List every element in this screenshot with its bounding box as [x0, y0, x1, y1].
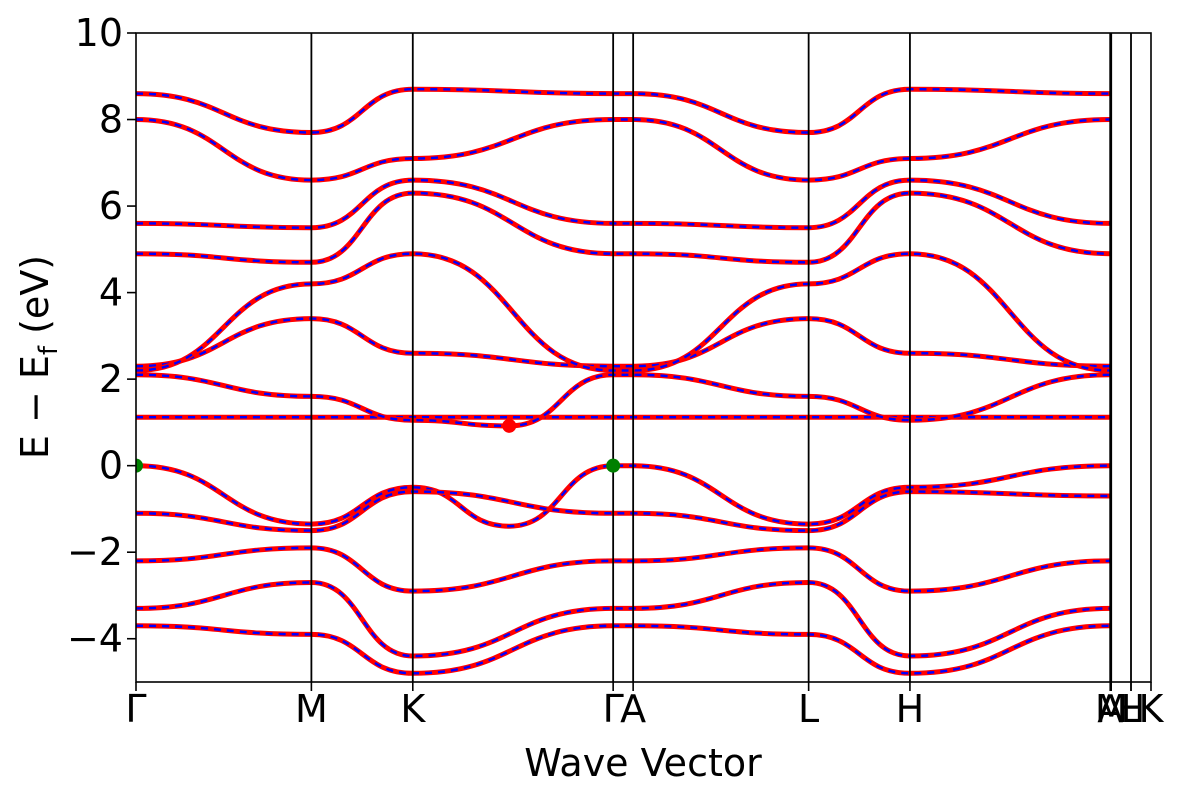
y-axis: −4 −2 0 2 4 6 8 10: [67, 11, 136, 661]
x-tick-label-10: H: [1117, 687, 1146, 731]
x-tick-label-9: L: [1120, 687, 1141, 731]
x-tick-label-2: K: [400, 687, 426, 731]
y-tick-label-2: 0: [99, 444, 123, 488]
band-line-dashed-10: [136, 546, 1111, 593]
y-tick-label-7: 10: [75, 11, 123, 55]
x-tick-label-8: M: [1095, 687, 1128, 731]
band-line-dashed-4: [136, 191, 1111, 264]
band-line-dashed-8: [136, 464, 1111, 528]
y-tick-label-6: 8: [99, 98, 123, 142]
band-line-dashed-3: [136, 252, 1111, 372]
svg-text:E − Ef (eV): E − Ef (eV): [13, 255, 64, 459]
cbm-marker-2: [502, 418, 517, 433]
x-tick-label-4: A: [620, 687, 646, 731]
vbm-marker-1: [606, 458, 621, 473]
x-tick-label-1: M: [295, 687, 328, 731]
band-line-dashed-6: [136, 118, 1111, 182]
y-tick-label-5: 6: [99, 184, 123, 228]
x-tick-label-3: Γ: [603, 687, 624, 731]
high-symmetry-lines: [310, 33, 1132, 682]
plot-frame: [135, 32, 1152, 683]
y-tick-label-4: 4: [99, 271, 123, 315]
y-axis-label-subscript: f: [34, 345, 64, 355]
x-axis-label: Wave Vector: [524, 741, 762, 785]
vbm-marker-0: [136, 458, 143, 473]
band-line-dashed-12: [136, 624, 1111, 675]
x-tick-label-6: H: [896, 687, 925, 731]
y-axis-label: E − Ef (eV): [13, 255, 64, 459]
x-tick-label-11: K: [1139, 687, 1165, 731]
x-tick-label-7: A: [1097, 687, 1123, 731]
special-points-layer: [136, 418, 621, 473]
y-axis-label-unit: (eV): [13, 255, 57, 346]
y-tick-label-3: 2: [99, 357, 123, 401]
y-tick-label-1: −2: [67, 530, 123, 574]
x-tick-label-0: Γ: [125, 687, 146, 731]
x-tick-label-5: L: [798, 687, 819, 731]
y-tick-label-0: −4: [67, 617, 123, 661]
y-axis-label-main: E − E: [13, 355, 57, 459]
